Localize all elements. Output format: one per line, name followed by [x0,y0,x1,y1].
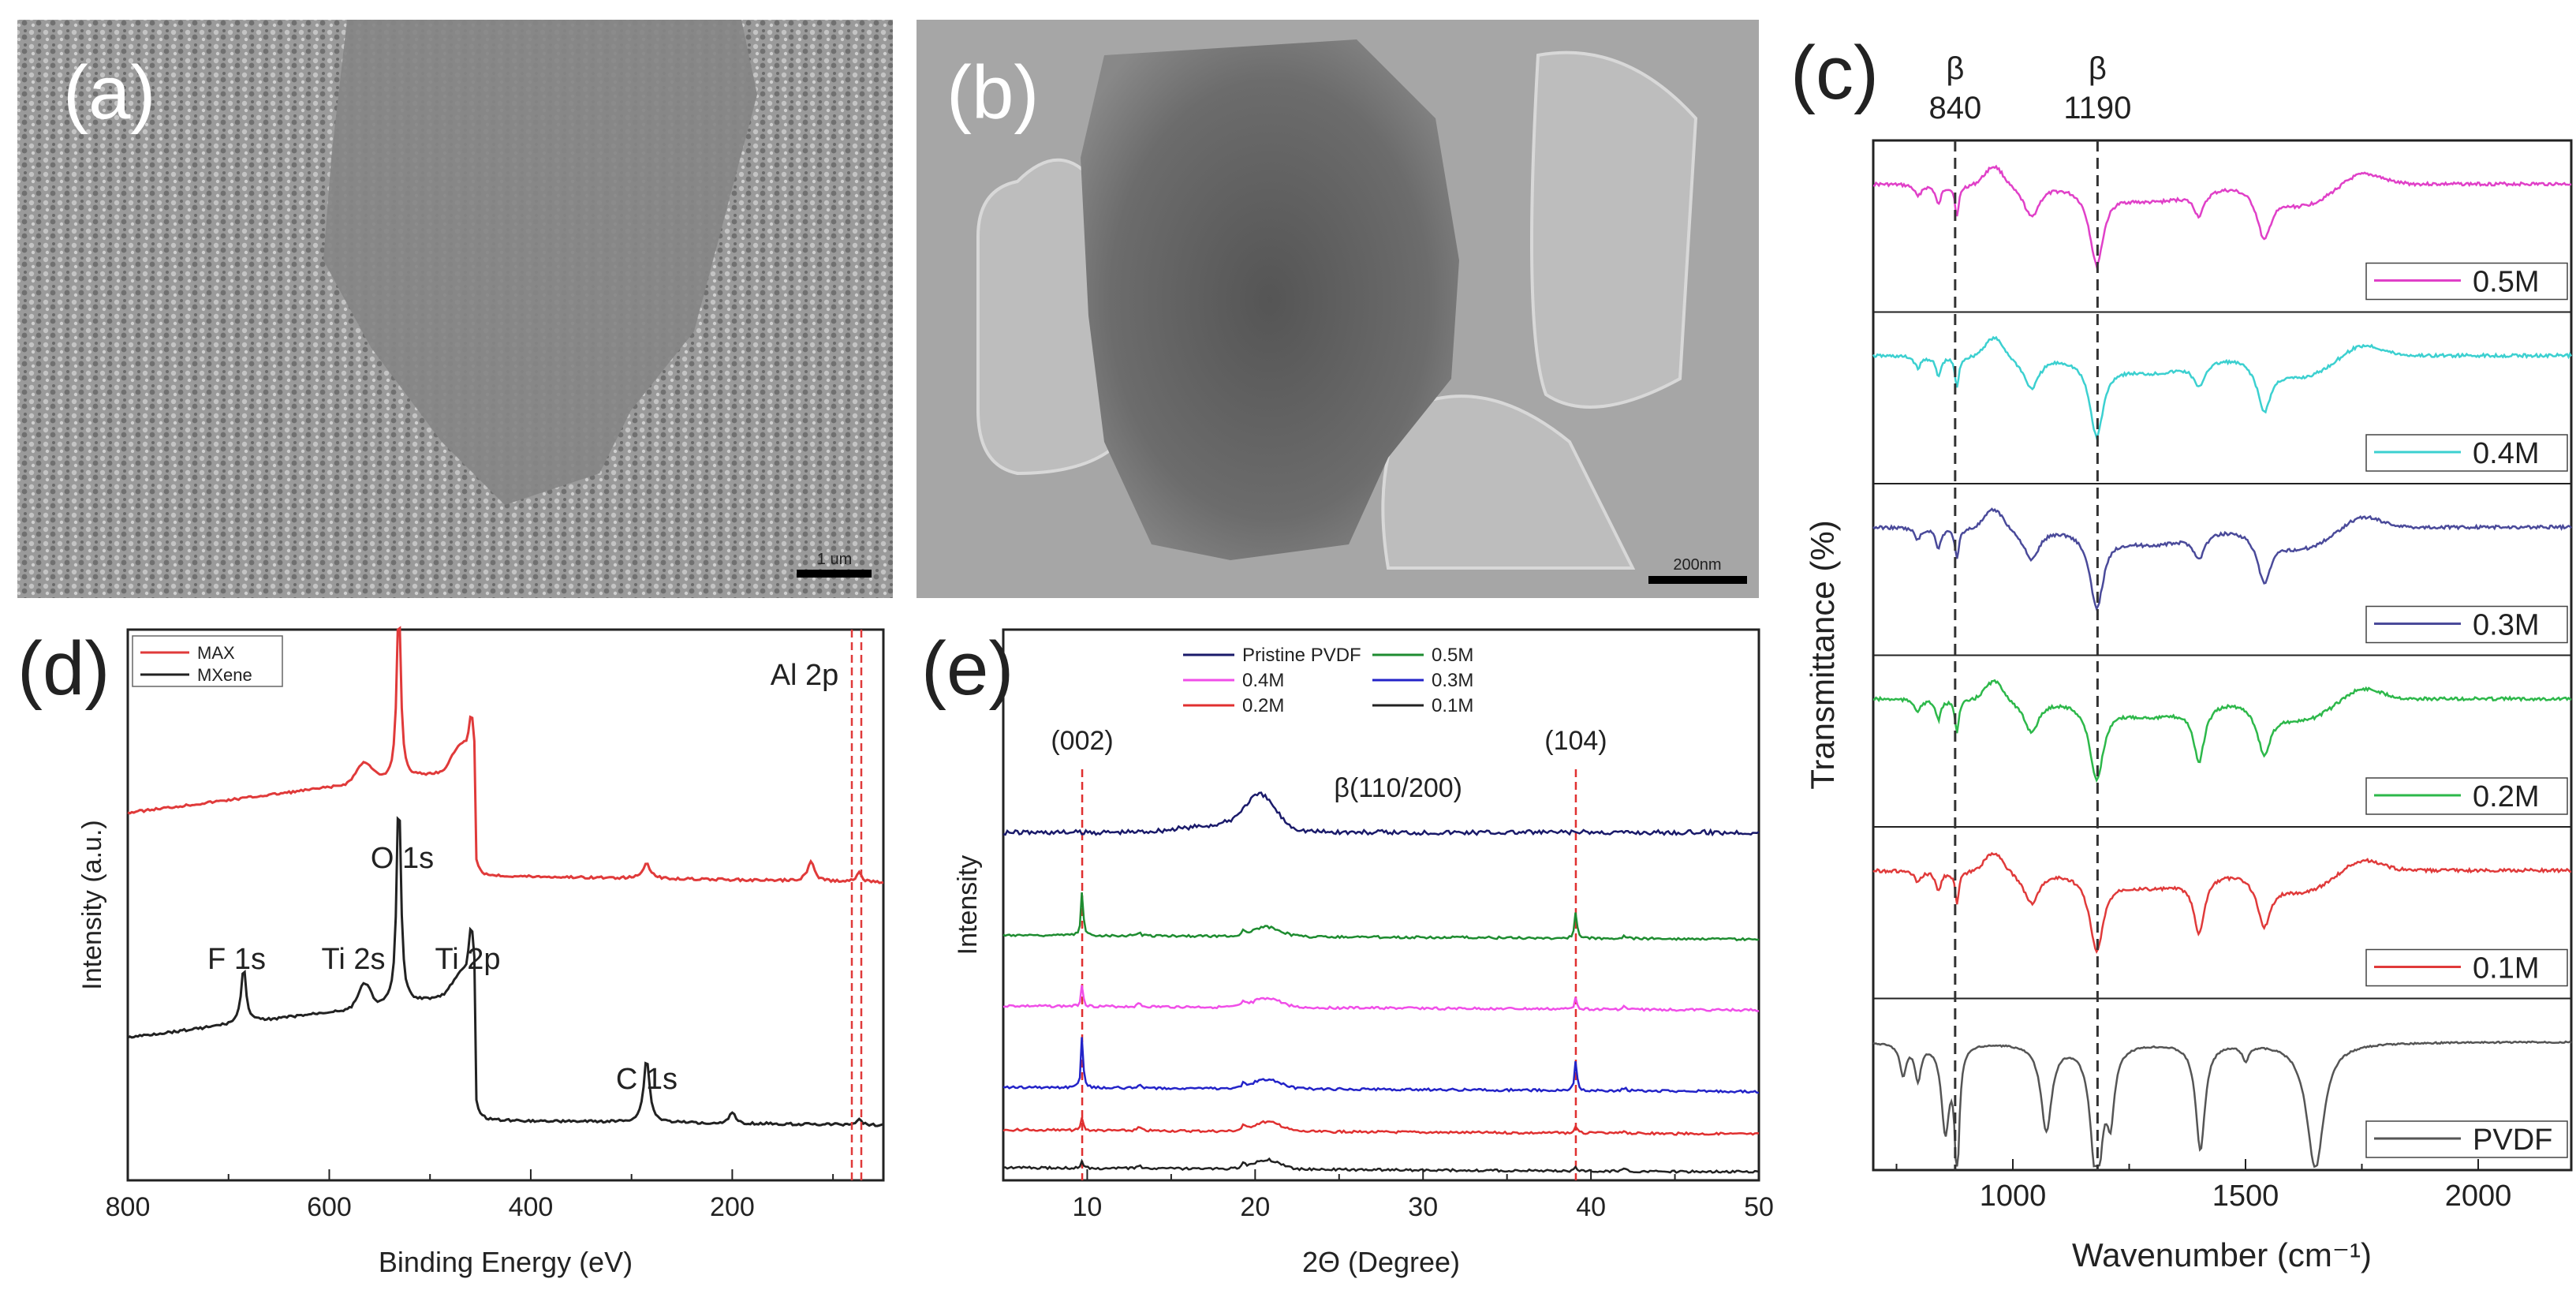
peak-annotation: O 1s [371,842,434,875]
chart-e-xtick-label: 30 [1408,1192,1438,1222]
scale-bar-b [1648,576,1747,584]
panel-a: (a) 1 um [17,20,893,598]
legend-label: 0.4M [1242,670,1284,691]
series-mxene-line [127,816,884,1127]
beta-marker-label: β [2089,51,2107,86]
tem-grid-hole [1530,50,1698,409]
chart-c-xtick-label: 1000 [1980,1180,2047,1213]
peak-label: (002) [1051,726,1113,756]
scale-bar-b-label: 200nm [1673,556,1721,574]
chart-e: (e) Pristine PVDF 0.5M 0.4M 0.3M 0.2M 0.1M (0… [921,626,1774,1278]
chart-d-xtick-label: 200 [710,1192,755,1222]
chart-c: (c) β 840 β 1190 0.5M 0.4M 0.3M 0.2M 0.1M PVDF 1… [1790,31,2573,1273]
peak-annotation: Ti 2s [322,943,386,976]
series-line [1002,892,1760,942]
legend-label: 0.2M [1242,695,1284,716]
chart-e-xtick-label: 40 [1576,1192,1606,1222]
legend-label: 0.3M [2473,609,2539,642]
legend-box [132,635,283,687]
series-line [1002,791,1760,837]
legend-label: 0.2M [2473,780,2539,813]
beta-marker-value: 1190 [2063,91,2131,125]
panel-b-label: (b) [946,50,1039,135]
tem-flake [1081,39,1459,560]
chart-e-frame [1002,628,1760,1182]
legend-label: 0.3M [1432,670,1473,691]
series-line [1002,1157,1760,1174]
chart-c-xtick-label: 2000 [2445,1180,2512,1213]
legend-label: 0.5M [2473,266,2539,299]
legend-label: MAX [197,643,235,663]
scale-bar-a-label: 1 um [817,551,852,568]
peak-annotation: Ti 2p [435,943,500,976]
legend-box [2365,948,2568,987]
series-pvdf-line [1872,1040,2572,1168]
series-0.5m-line [1872,164,2572,269]
peak-annotation: F 1s [207,943,266,976]
legend-label: 0.4M [2473,437,2539,470]
chart-d-xtick-label: 800 [106,1192,151,1222]
panel-e-label: (e) [921,626,1014,711]
beta-marker-label: β [1946,51,1964,86]
chart-d-xlabel: Binding Energy (eV) [379,1246,633,1278]
chart-e-ylabel: Intensity [953,855,983,955]
chart-c-xtick-label: 1500 [2212,1180,2279,1213]
series-line [1002,1037,1760,1094]
chart-e-xtick-label: 20 [1240,1192,1270,1222]
panel-a-label: (a) [63,50,155,135]
series-0.2m-line [1872,679,2572,783]
chart-e-xlabel: 2Θ (Degree) [1302,1246,1460,1278]
chart-e-xtick-label: 50 [1744,1192,1774,1222]
chart-e-xtick-label: 10 [1073,1192,1103,1222]
chart-c-ylabel: Transmittance (%) [1804,520,1841,790]
chart-d-xtick-label: 400 [509,1192,554,1222]
legend-label: 0.5M [1432,645,1473,666]
chart-d-xtick-label: 600 [307,1192,352,1222]
series-0.3m-line [1872,507,2572,611]
series-line [1002,985,1760,1012]
peak-annotation: Al 2p [771,659,839,692]
series-line [1002,1117,1760,1136]
legend-label: 0.1M [1432,695,1473,716]
panel-c-label: (c) [1790,31,1879,115]
legend-label: 0.1M [2473,952,2539,985]
series-0.4m-line [1872,335,2573,440]
chart-d-ylabel: Intensity (a.u.) [77,820,107,989]
panel-b: (b) 200nm [917,20,1759,598]
legend-label: PVDF [2473,1124,2552,1157]
series-max-line [127,626,883,884]
series-0.1m-line [1872,851,2571,955]
peak-label: (104) [1544,726,1607,756]
peak-annotation: C 1s [616,1063,678,1096]
panel-d-label: (d) [17,626,110,711]
legend-label: MXene [197,665,252,685]
beta-marker-value: 840 [1928,91,1981,125]
legend-label: Pristine PVDF [1242,645,1361,666]
chart-c-xlabel: Wavenumber (cm⁻¹) [2072,1236,2372,1273]
scale-bar-a [797,570,872,578]
sem-flake [323,20,757,505]
chart-d-frame [126,628,885,1182]
tem-grid-hole [976,158,1122,476]
peak-label: β(110/200) [1334,773,1462,803]
